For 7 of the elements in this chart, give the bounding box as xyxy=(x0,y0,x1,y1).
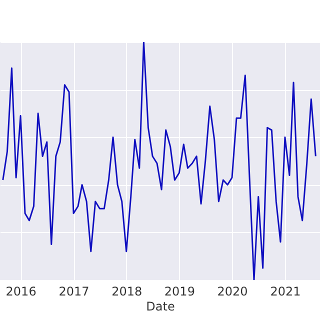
x-tick-label: 2018 xyxy=(112,284,142,298)
x-axis-title: Date xyxy=(146,300,175,314)
x-tick-label: 2021 xyxy=(270,284,301,298)
x-tick-label: 2019 xyxy=(164,284,195,298)
x-tick-label: 2016 xyxy=(6,284,36,298)
x-tick-label: 2017 xyxy=(58,284,90,298)
x-tick-label: 2020 xyxy=(217,284,248,298)
